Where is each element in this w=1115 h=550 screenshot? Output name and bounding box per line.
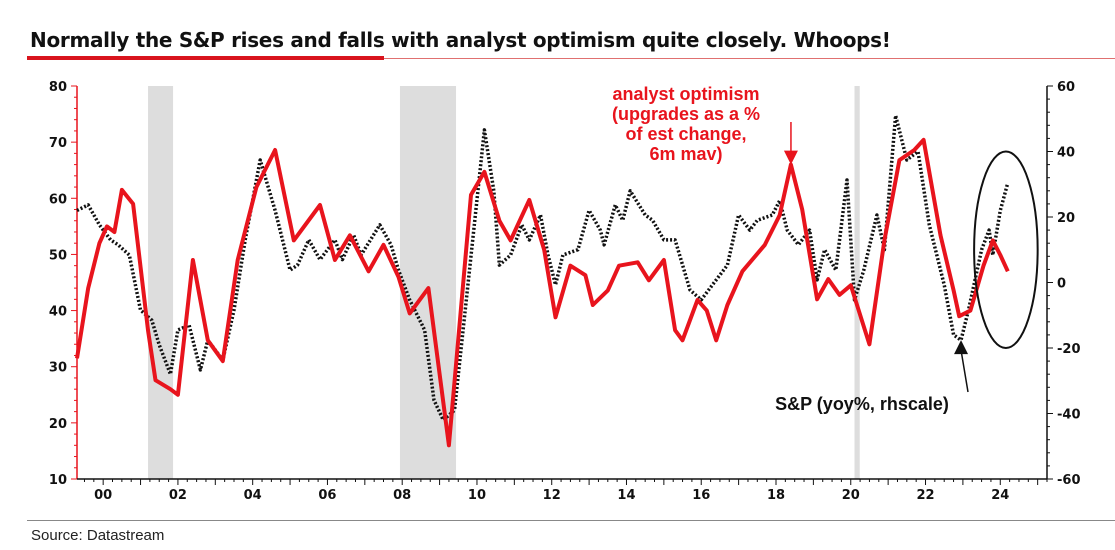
axes: 10 20 30 40 50 60 70 80 -60 -40 -20 0 20 40 60 00 02 04 06…: [49, 80, 1081, 503]
x-tick-label: 16: [692, 488, 710, 503]
sp-arrow-line: [960, 350, 969, 393]
footer-divider: [27, 520, 1115, 521]
sp-arrowhead-icon: [954, 340, 969, 355]
annotation-optimism-line-1: analyst optimism: [612, 84, 759, 104]
right-tick-label: -20: [1057, 342, 1081, 357]
sp-yoy-line: [76, 113, 1010, 422]
source-note: Source: Datastream: [31, 527, 165, 544]
annotations: analyst optimism (upgrades as a % of est…: [612, 84, 1039, 414]
left-tick-label: 10: [49, 473, 67, 488]
svg-text:analyst optimism: analyst optimism: [612, 84, 759, 104]
left-tick-label: 60: [49, 192, 67, 207]
annotation-optimism-line-3: of est change,: [625, 124, 746, 144]
optimism-arrowhead-icon: [783, 150, 798, 165]
x-tick-label: 18: [767, 488, 785, 503]
annotation-sp-label: S&P (yoy%, rhscale): [775, 394, 949, 414]
x-tick-label: 08: [393, 488, 411, 503]
analyst-optimism-line: [75, 137, 1010, 448]
title-underline: [384, 58, 1115, 59]
left-tick-label: 30: [49, 361, 67, 376]
annotation-optimism-line-2: (upgrades as a %: [612, 104, 760, 124]
x-tick-label: 12: [543, 488, 561, 503]
x-tick-label: 04: [244, 488, 262, 503]
recession-band: [854, 86, 860, 479]
right-tick-label: 40: [1057, 146, 1075, 161]
svg-text:of est change,: of est change,: [625, 124, 746, 144]
left-tick-label: 40: [49, 305, 67, 320]
x-tick-label: 02: [169, 488, 187, 503]
x-tick-label: 00: [94, 488, 112, 503]
right-tick-label: 0: [1057, 277, 1066, 292]
x-tick-label: 20: [842, 488, 860, 503]
recession-bands: [148, 86, 860, 479]
x-tick-label: 24: [991, 488, 1009, 503]
title-underline-accent: [27, 56, 384, 60]
left-tick-label: 70: [49, 136, 67, 151]
svg-text:(upgrades as a %: (upgrades as a %: [612, 104, 760, 124]
x-tick-label: 22: [916, 488, 934, 503]
right-tick-label: -40: [1057, 408, 1081, 423]
series-lines: [75, 113, 1010, 448]
x-tick-label: 10: [468, 488, 486, 503]
left-tick-label: 50: [49, 248, 67, 263]
right-tick-label: 60: [1057, 80, 1075, 95]
highlight-ellipse: [973, 150, 1039, 349]
right-tick-label: -60: [1057, 473, 1081, 488]
left-tick-label: 20: [49, 417, 67, 432]
x-tick-label: 14: [617, 488, 635, 503]
recession-band: [148, 86, 174, 479]
svg-text:S&P (yoy%, rhscale): S&P (yoy%, rhscale): [775, 394, 949, 414]
svg-text:6m mav): 6m mav): [649, 144, 722, 164]
left-tick-label: 80: [49, 80, 67, 95]
chart-title: Normally the S&P rises and falls with an…: [30, 28, 891, 52]
right-tick-label: 20: [1057, 211, 1075, 226]
annotation-optimism-line-4: 6m mav): [649, 144, 722, 164]
x-tick-label: 06: [318, 488, 336, 503]
